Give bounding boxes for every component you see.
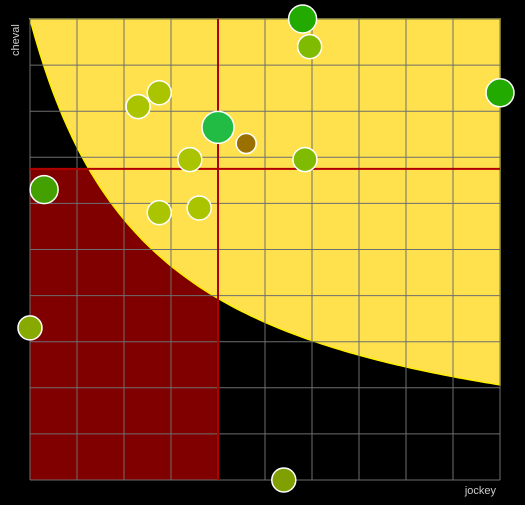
- data-point-1: [287, 4, 318, 34]
- data-point-4: [146, 80, 172, 106]
- data-point-6: [201, 110, 235, 145]
- data-point-2: [296, 33, 323, 60]
- data-point-11: [146, 199, 172, 226]
- data-point-7: [235, 132, 257, 155]
- data-point-5: [125, 93, 151, 120]
- data-point-12: [186, 195, 212, 221]
- data-point-9: [292, 146, 318, 173]
- data-point-14: [271, 467, 297, 493]
- data-point-3: [485, 78, 515, 108]
- data-point-13: [17, 315, 43, 341]
- y-axis-label: cheval: [10, 24, 22, 56]
- data-point-8: [177, 146, 203, 173]
- x-axis-label: jockey: [464, 485, 497, 497]
- data-point-10: [29, 174, 59, 205]
